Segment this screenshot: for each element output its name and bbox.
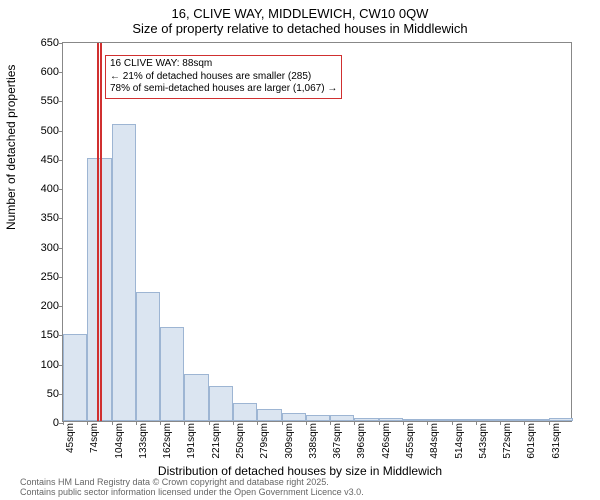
- y-axis-label: Number of detached properties: [4, 65, 18, 230]
- x-tick-label: 191sqm: [186, 423, 197, 459]
- x-tick-mark: [306, 421, 307, 425]
- x-tick-label: 221sqm: [211, 423, 222, 459]
- histogram-chart: 0501001502002503003504004505005506006504…: [62, 42, 572, 422]
- y-tick-mark: [59, 218, 63, 219]
- histogram-bar: [354, 418, 378, 422]
- x-tick-label: 514sqm: [454, 423, 465, 459]
- annotation-line: 16 CLIVE WAY: 88sqm: [110, 58, 337, 71]
- y-tick-mark: [59, 101, 63, 102]
- histogram-bar: [500, 419, 524, 421]
- property-marker-line: [97, 43, 99, 421]
- x-tick-label: 74sqm: [89, 423, 100, 453]
- x-tick-mark: [112, 421, 113, 425]
- y-tick-label: 100: [41, 359, 59, 371]
- x-tick-label: 309sqm: [284, 423, 295, 459]
- y-tick-label: 450: [41, 154, 59, 166]
- histogram-bar: [524, 419, 548, 421]
- chart-title-line1: 16, CLIVE WAY, MIDDLEWICH, CW10 0QW: [0, 6, 600, 21]
- histogram-bar: [306, 415, 330, 421]
- x-tick-label: 601sqm: [526, 423, 537, 459]
- x-tick-label: 426sqm: [381, 423, 392, 459]
- x-tick-label: 279sqm: [259, 423, 270, 459]
- histogram-bar: [233, 403, 257, 421]
- y-tick-label: 250: [41, 271, 59, 283]
- x-tick-label: 455sqm: [405, 423, 416, 459]
- y-tick-mark: [59, 248, 63, 249]
- x-tick-mark: [233, 421, 234, 425]
- y-tick-label: 550: [41, 95, 59, 107]
- x-tick-label: 133sqm: [138, 423, 149, 459]
- y-tick-label: 650: [41, 37, 59, 49]
- histogram-bar: [63, 334, 87, 421]
- histogram-bar: [379, 418, 403, 422]
- histogram-bar: [403, 419, 427, 421]
- chart-title-line2: Size of property relative to detached ho…: [0, 21, 600, 36]
- histogram-bar: [209, 386, 233, 421]
- x-tick-label: 631sqm: [551, 423, 562, 459]
- y-tick-label: 50: [47, 388, 59, 400]
- y-tick-label: 200: [41, 300, 59, 312]
- histogram-bar: [452, 419, 476, 421]
- y-tick-mark: [59, 189, 63, 190]
- annotation-line: 78% of semi-detached houses are larger (…: [110, 83, 337, 96]
- histogram-bar: [184, 374, 208, 421]
- y-tick-mark: [59, 160, 63, 161]
- x-tick-mark: [379, 421, 380, 425]
- y-tick-label: 150: [41, 329, 59, 341]
- chart-title-block: 16, CLIVE WAY, MIDDLEWICH, CW10 0QW Size…: [0, 0, 600, 36]
- histogram-bar: [549, 418, 573, 422]
- x-tick-label: 396sqm: [356, 423, 367, 459]
- attribution-footer: Contains HM Land Registry data © Crown c…: [20, 478, 364, 498]
- y-tick-label: 350: [41, 212, 59, 224]
- x-tick-label: 45sqm: [65, 423, 76, 453]
- x-tick-label: 572sqm: [502, 423, 513, 459]
- x-tick-mark: [549, 421, 550, 425]
- histogram-bar: [330, 415, 354, 421]
- x-tick-mark: [500, 421, 501, 425]
- property-marker-line: [100, 43, 102, 421]
- annotation-line: ← 21% of detached houses are smaller (28…: [110, 71, 337, 84]
- histogram-bar: [112, 124, 136, 421]
- histogram-bar: [257, 409, 281, 421]
- x-tick-label: 484sqm: [429, 423, 440, 459]
- x-tick-mark: [282, 421, 283, 425]
- x-tick-mark: [63, 421, 64, 425]
- y-tick-label: 500: [41, 125, 59, 137]
- histogram-bar: [136, 292, 160, 421]
- x-tick-mark: [136, 421, 137, 425]
- x-tick-mark: [452, 421, 453, 425]
- x-tick-mark: [330, 421, 331, 425]
- x-axis-label: Distribution of detached houses by size …: [0, 464, 600, 478]
- y-tick-mark: [59, 306, 63, 307]
- x-tick-mark: [403, 421, 404, 425]
- y-tick-mark: [59, 277, 63, 278]
- x-tick-mark: [476, 421, 477, 425]
- x-tick-label: 162sqm: [162, 423, 173, 459]
- histogram-bar: [427, 419, 451, 421]
- x-tick-mark: [209, 421, 210, 425]
- x-tick-label: 250sqm: [235, 423, 246, 459]
- footer-line2: Contains public sector information licen…: [20, 488, 364, 498]
- x-tick-label: 543sqm: [478, 423, 489, 459]
- y-tick-mark: [59, 131, 63, 132]
- property-annotation-box: 16 CLIVE WAY: 88sqm← 21% of detached hou…: [105, 55, 342, 99]
- y-tick-label: 600: [41, 66, 59, 78]
- y-tick-mark: [59, 72, 63, 73]
- x-tick-mark: [160, 421, 161, 425]
- x-tick-label: 367sqm: [332, 423, 343, 459]
- y-tick-mark: [59, 43, 63, 44]
- histogram-bar: [160, 327, 184, 421]
- x-tick-label: 338sqm: [308, 423, 319, 459]
- histogram-bar: [282, 413, 306, 421]
- x-tick-label: 104sqm: [114, 423, 125, 459]
- histogram-bar: [476, 419, 500, 421]
- y-tick-label: 400: [41, 183, 59, 195]
- y-tick-label: 300: [41, 242, 59, 254]
